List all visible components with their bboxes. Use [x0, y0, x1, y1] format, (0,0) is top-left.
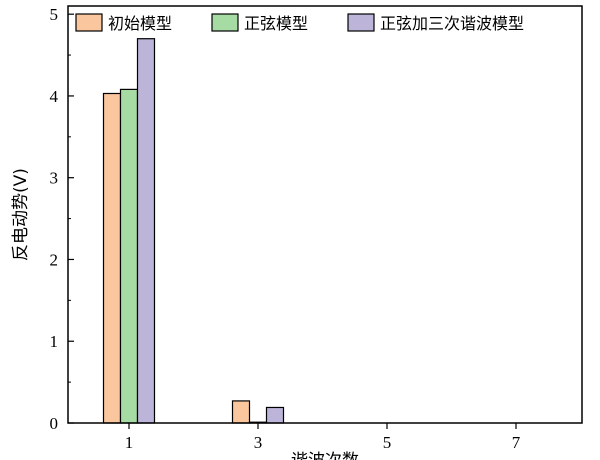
- y-axis: 0 1 2 3 4 5: [50, 5, 74, 433]
- bars-layer: [102, 38, 285, 424]
- bar-3-3: [265, 406, 285, 424]
- x-axis: 1 3 5 7: [125, 423, 521, 452]
- y-tick-label: 1: [50, 332, 59, 351]
- legend-swatch-2: [211, 13, 239, 32]
- y-axis-title: 反电动势(V): [11, 168, 31, 261]
- y-tick-label: 0: [50, 414, 59, 433]
- bar-1-3: [231, 400, 251, 424]
- bar-2-1: [119, 88, 139, 424]
- y-tick-label: 5: [50, 5, 59, 24]
- x-tick-label: 5: [383, 433, 392, 452]
- x-tick-label: 3: [254, 433, 263, 452]
- y-tick-label: 3: [50, 169, 59, 188]
- bar-1-1: [102, 92, 122, 424]
- legend-swatch-1: [75, 13, 103, 32]
- plot-frame: [67, 5, 583, 424]
- legend-label-1: 初始模型: [108, 14, 172, 33]
- legend-swatch-3: [347, 13, 375, 32]
- x-tick-label: 7: [512, 433, 521, 452]
- legend-label-3: 正弦加三次谐波模型: [380, 14, 524, 33]
- x-tick-label: 1: [125, 433, 134, 452]
- bar-3-1: [136, 38, 156, 424]
- legend-label-2: 正弦模型: [244, 14, 308, 33]
- y-tick-label: 4: [50, 87, 59, 106]
- x-axis-title: 谐波次数: [291, 451, 359, 460]
- y-tick-label: 2: [50, 250, 59, 269]
- legend: 初始模型 正弦模型 正弦加三次谐波模型: [75, 13, 524, 33]
